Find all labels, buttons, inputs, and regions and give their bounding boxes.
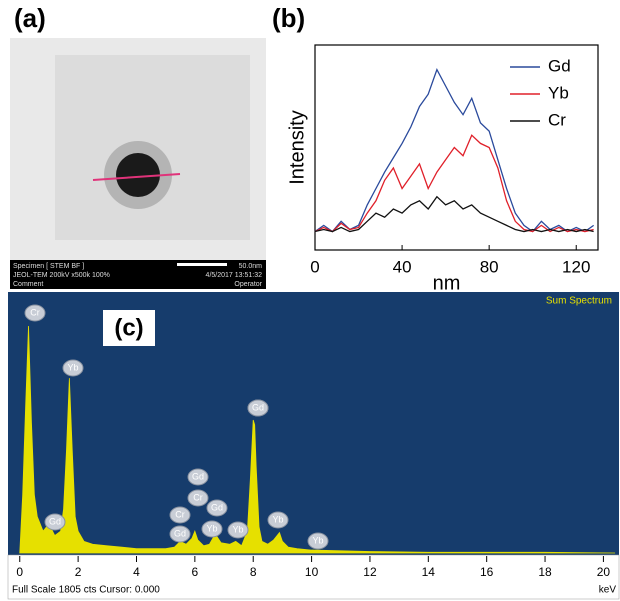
date: 4/5/2017 13:51:32 [206, 272, 263, 279]
peak-label: Gd [252, 402, 264, 412]
panel-label: (a) [14, 3, 46, 33]
x-tick-label: 10 [305, 565, 319, 579]
operator: Operator [234, 281, 262, 288]
panel-a: Specimen [ STEM BF ] JEOL-TEM 200kV x500… [10, 3, 266, 289]
peak-label-bubble [62, 359, 84, 377]
peak-label: Yb [272, 514, 283, 524]
panel-c: Sum Spectrum 0 2 4 6 8 10 12 14 16 18 20 keV Full Sca… [7, 292, 620, 600]
series-line [314, 195, 594, 233]
peak-label: Yb [206, 523, 217, 533]
peak-label: Cr [175, 509, 185, 519]
plot-background [8, 292, 619, 555]
peak-label: Yb [312, 535, 323, 545]
panel-label: (c) [114, 314, 143, 341]
peak-label-bubble [169, 525, 191, 543]
x-tick-label: 18 [538, 565, 552, 579]
peak-label-bubble [169, 506, 191, 524]
x-tick-label: 14 [422, 565, 436, 579]
x-axis-label: nm [433, 272, 461, 294]
x-tick-label: 0 [310, 257, 319, 276]
x-tick-label: 2 [75, 565, 82, 579]
x-tick-label: 20 [597, 565, 611, 579]
plot-frame [314, 44, 599, 251]
panel-label-box [103, 310, 155, 346]
legend-label: Gd [548, 56, 571, 75]
scan-line [92, 173, 181, 181]
x-tick-label: 120 [562, 257, 590, 276]
panel-b: (b) 0 40 80 120 nm Intensity Gd Yb Cr [272, 3, 599, 294]
specimen: Specimen [ STEM BF ] [13, 263, 84, 270]
panel-label: (b) [272, 3, 305, 33]
x-tick-label: 4 [133, 565, 140, 579]
peak-label: Gd [49, 516, 61, 526]
title: Sum Spectrum [546, 296, 612, 307]
instrument: JEOL-TEM 200kV x500k 100% [13, 272, 110, 279]
axis-strip [7, 554, 620, 600]
x-tick-label: 8 [250, 565, 257, 579]
peak-label-bubble [227, 521, 249, 539]
x-tick-label: 80 [480, 257, 499, 276]
footer: Full Scale 1805 cts Cursor: 0.000 [12, 585, 160, 596]
particle [116, 153, 160, 197]
peak-label-bubble [201, 520, 223, 538]
peak-label-bubble [187, 468, 209, 486]
spectrum-area [19, 325, 616, 554]
legend-label: Cr [548, 110, 566, 129]
y-axis-label: Intensity [286, 110, 308, 184]
peak-label: Cr [30, 307, 40, 317]
x-tick-label: 40 [393, 257, 412, 276]
peak-label-bubble [206, 499, 228, 517]
x-tick-label: 6 [192, 565, 199, 579]
x-tick-label: 16 [480, 565, 494, 579]
comment: Comment [13, 281, 43, 288]
x-axis-label: keV [599, 585, 617, 596]
peak-label: Cr [193, 492, 203, 502]
peak-label: Gd [192, 471, 204, 481]
peak-label: Yb [67, 362, 78, 372]
legend-label: Yb [548, 83, 569, 102]
peak-label-bubble [187, 489, 209, 507]
peak-label-bubble [44, 513, 66, 531]
scale-text: 50.0nm [239, 263, 263, 270]
peak-label: Gd [174, 528, 186, 538]
x-tick-label: 0 [16, 565, 23, 579]
peak-label-bubble [307, 532, 329, 550]
peak-label-bubble [247, 399, 269, 417]
peak-label: Gd [211, 502, 223, 512]
series-line [314, 134, 594, 233]
scale-bar [177, 263, 227, 266]
peak-label: Yb [232, 524, 243, 534]
peak-label-bubble [24, 304, 46, 322]
series-line [314, 67, 595, 233]
peak-label-bubble [267, 511, 289, 529]
x-tick-label: 12 [363, 565, 377, 579]
